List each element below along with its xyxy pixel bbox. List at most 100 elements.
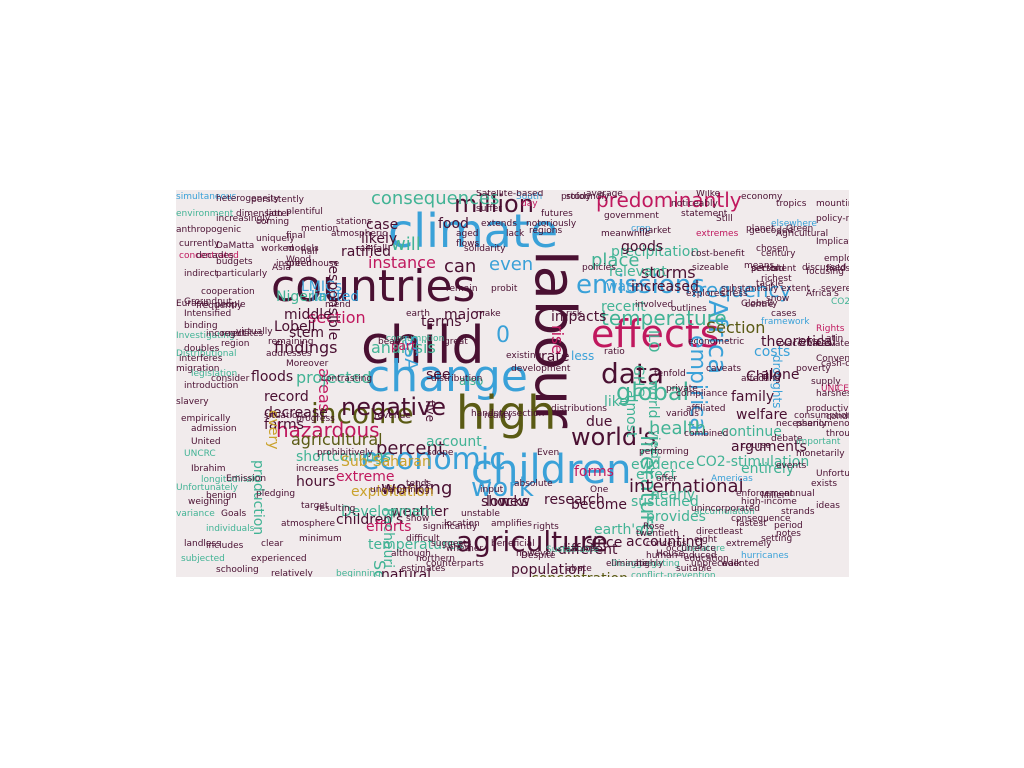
cloud-word: study <box>566 192 591 202</box>
cloud-word: conflict-prevention <box>631 571 716 578</box>
cloud-word: farms <box>264 417 304 433</box>
cloud-word: slavery <box>176 397 209 407</box>
cloud-word: nearly <box>651 487 695 503</box>
cloud-word: richest <box>761 274 792 284</box>
cloud-word: subjected <box>181 554 225 564</box>
cloud-word: concentrated <box>179 251 239 261</box>
cloud-word: earth's <box>594 522 643 538</box>
cloud-word: Sustainable <box>546 545 599 555</box>
cloud-word: hazardous <box>276 418 380 442</box>
cloud-word: working <box>381 478 453 499</box>
cloud-word: significantly <box>423 522 478 532</box>
cloud-word: Rose <box>643 522 665 532</box>
cloud-word: noticeably <box>671 199 718 209</box>
cloud-word: offer <box>656 474 677 484</box>
cloud-word: debate <box>771 434 803 444</box>
cloud-word: tackle <box>756 279 784 289</box>
cloud-word: virtually <box>236 327 273 337</box>
cloud-word: world <box>645 380 661 419</box>
cloud-word: means <box>744 261 775 271</box>
cloud-word: data <box>601 357 665 390</box>
cloud-word: negative <box>341 393 446 421</box>
cloud-word: least <box>721 527 743 537</box>
cloud-word: elsewhere <box>771 219 817 229</box>
cloud-word: highly <box>636 559 664 569</box>
cloud-word: Sub-Saharan <box>341 454 431 470</box>
cloud-word: policy-relevant <box>816 214 849 224</box>
cloud-word: stem <box>289 325 325 341</box>
cloud-word: Latin <box>821 334 844 344</box>
cloud-word: old <box>771 264 785 274</box>
cloud-word: cases <box>771 309 797 319</box>
cloud-word: tropics <box>776 199 807 209</box>
cloud-word: distributions <box>551 404 607 414</box>
cloud-word: cost-benefit <box>691 249 745 259</box>
cloud-word: aged <box>456 229 479 239</box>
cloud-word: South <box>516 192 543 202</box>
cloud-word: international <box>629 476 744 497</box>
cloud-word: global <box>616 378 690 406</box>
cloud-word: storms <box>641 263 696 282</box>
cloud-word: also <box>459 374 484 388</box>
cloud-word: agriculture <box>456 525 608 558</box>
cloud-word: indirect <box>184 269 218 279</box>
cloud-word: income <box>311 397 414 430</box>
cloud-word: worked <box>261 244 294 254</box>
cloud-word: Asia <box>272 263 291 273</box>
cloud-word: meanwhile <box>601 229 651 239</box>
cloud-word: Goals <box>221 509 247 519</box>
cloud-word: tends <box>406 479 432 489</box>
cloud-word: UNICEF <box>821 384 849 394</box>
cloud-word: discussed <box>802 263 847 273</box>
cloud-word: important <box>796 437 841 447</box>
cloud-word: bear <box>378 337 399 347</box>
cloud-word: location <box>444 519 480 529</box>
cloud-word: explores <box>686 289 725 299</box>
cloud-word: hours <box>296 474 336 490</box>
cloud-word: coming <box>256 217 290 227</box>
cloud-word: direct <box>696 527 722 537</box>
cloud-word: addresses <box>266 349 312 359</box>
cloud-word: likely <box>361 231 398 247</box>
cloud-word: employment <box>824 254 849 264</box>
cloud-word: market <box>639 226 671 236</box>
cloud-word: Ibrahim <box>191 464 226 474</box>
cloud-word: lack <box>506 229 525 239</box>
cloud-word: impacts <box>551 309 607 325</box>
cloud-word: across <box>571 544 600 554</box>
cloud-word: economic <box>361 442 506 477</box>
cloud-word: anthropogenic <box>176 225 242 235</box>
cloud-word: consumption <box>794 411 849 421</box>
cloud-word: Unfortunately <box>176 483 239 493</box>
cloud-word: Still <box>716 214 733 224</box>
cloud-word: economy <box>741 192 783 202</box>
cloud-word: temperature <box>601 306 727 330</box>
cloud-word: change <box>366 351 528 402</box>
cloud-word: fields <box>826 264 849 274</box>
cloud-word: become <box>571 497 628 513</box>
cloud-word: temperatures <box>368 537 464 553</box>
cloud-word: shortcomings <box>296 449 391 465</box>
cloud-word: enforcement <box>736 489 794 499</box>
cloud-word: policies <box>582 263 616 273</box>
cloud-word: decrease <box>264 405 328 421</box>
cloud-word: relatively <box>271 569 313 578</box>
cloud-word: 0 <box>496 323 510 348</box>
cloud-word: snow <box>766 294 790 304</box>
cloud-word: Moreover <box>286 359 329 369</box>
cloud-word: persistently <box>251 195 304 205</box>
cloud-word: Child <box>746 369 782 385</box>
cloud-word: earth <box>406 309 430 319</box>
cloud-word: includes <box>206 541 244 551</box>
cloud-word: effects <box>591 312 720 356</box>
cloud-word: effect <box>636 467 677 483</box>
cloud-word: rise <box>548 325 567 355</box>
cloud-word: occurrence <box>666 544 716 554</box>
cloud-word: exacerbates <box>776 339 832 349</box>
cloud-word: twentieth <box>636 529 679 539</box>
cloud-word: remain <box>446 284 478 294</box>
cloud-word: Despite <box>521 551 556 561</box>
cloud-word: arguments <box>731 439 807 455</box>
cloud-word: emissions <box>576 270 705 300</box>
cloud-word: natural <box>381 567 432 577</box>
